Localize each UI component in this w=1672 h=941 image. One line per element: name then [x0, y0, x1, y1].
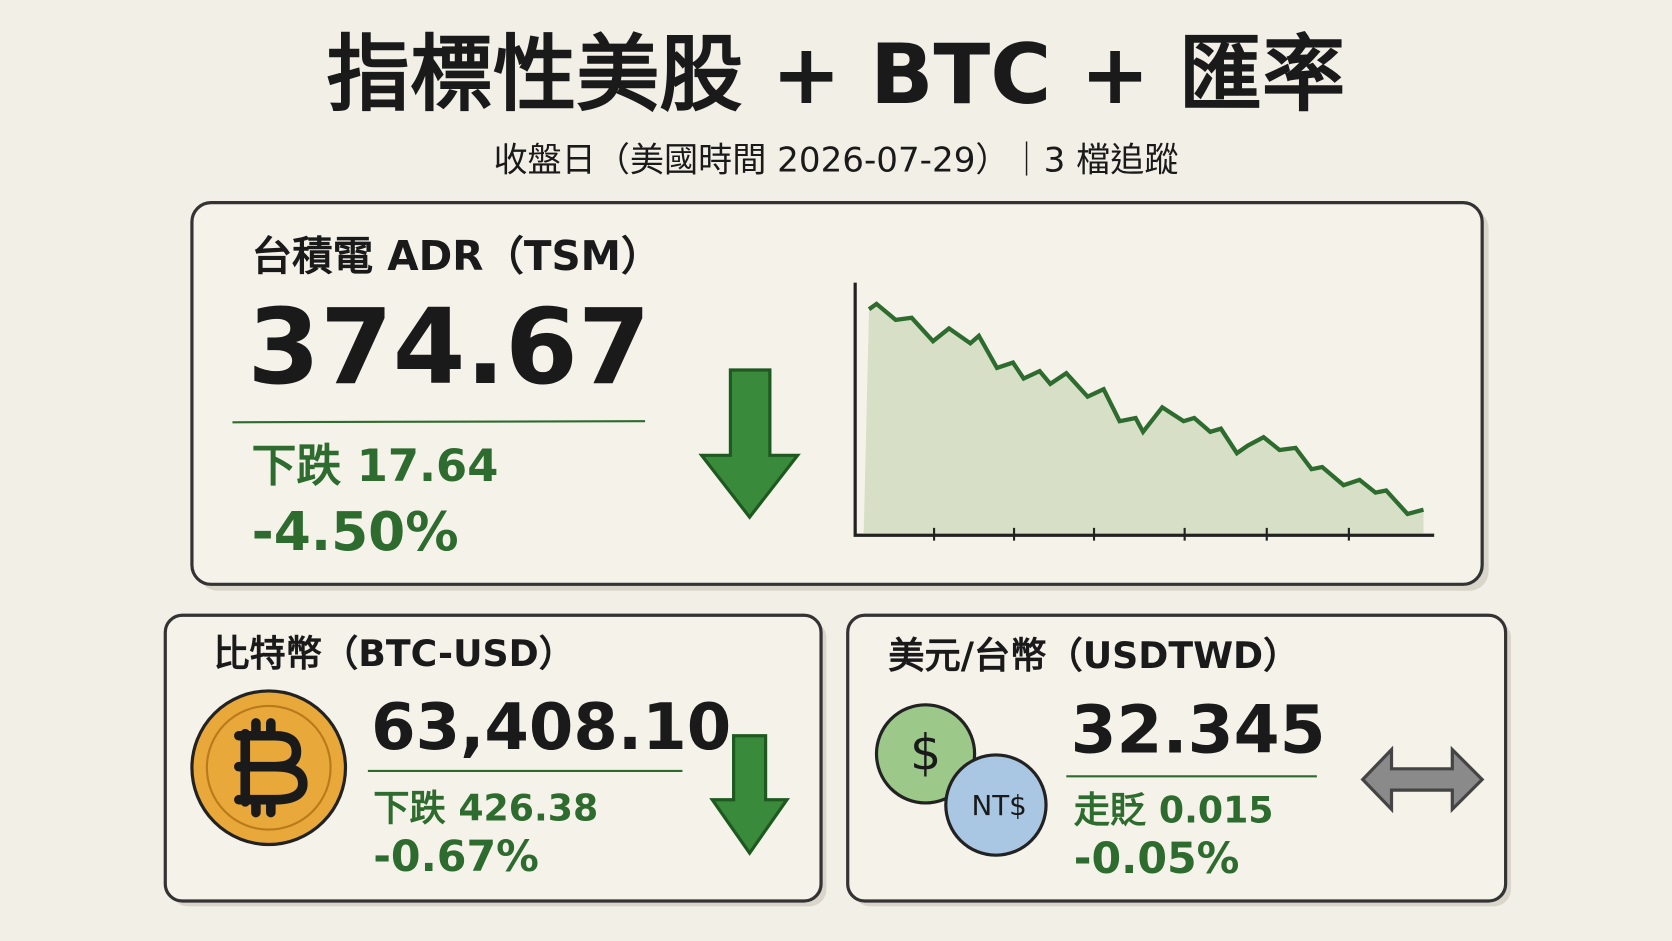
title: 指標性美股 + BTC + 匯率: [327, 26, 1345, 123]
divider: [232, 420, 646, 424]
down-arrow: [698, 368, 801, 520]
percent: -0.67%: [373, 832, 539, 882]
down-arrow: [709, 734, 791, 856]
price: 32.345: [1071, 692, 1326, 769]
card: [163, 613, 823, 903]
bitcoin-icon-ring: [205, 704, 332, 831]
card-title: 台積電 ADR（TSM）: [252, 232, 662, 280]
percent: -4.50%: [252, 501, 459, 563]
twd-label: NT$: [971, 789, 1026, 822]
change: 下跌 426.38: [373, 786, 598, 829]
usd-label: $: [910, 724, 941, 782]
bitcoin-symbol: [234, 718, 308, 818]
price: 374.67: [247, 286, 650, 408]
content: 指標性美股 + BTC + 匯率 收盤日（美國時間 2026-07-29）｜3 …: [163, 26, 1511, 907]
percent: -0.05%: [1074, 834, 1240, 884]
change: 下跌 17.64: [252, 439, 499, 492]
sparkline: [867, 301, 1425, 517]
price: 63,408.10: [371, 691, 731, 765]
chart-axis: [853, 282, 1435, 537]
sparkline-area: [863, 303, 1424, 534]
usd-coin: [874, 703, 977, 805]
change: 走貶 0.015: [1074, 789, 1274, 832]
subtitle: 收盤日（美國時間 2026-07-29）｜3 檔追蹤: [493, 141, 1178, 181]
axis-ticks: [933, 527, 1350, 541]
neutral-arrow: [1360, 745, 1485, 814]
card-title: 比特幣（BTC-USD）: [213, 632, 575, 675]
twd-coin: [944, 753, 1048, 857]
card-title: 美元/台幣（USDTWD）: [888, 634, 1299, 677]
